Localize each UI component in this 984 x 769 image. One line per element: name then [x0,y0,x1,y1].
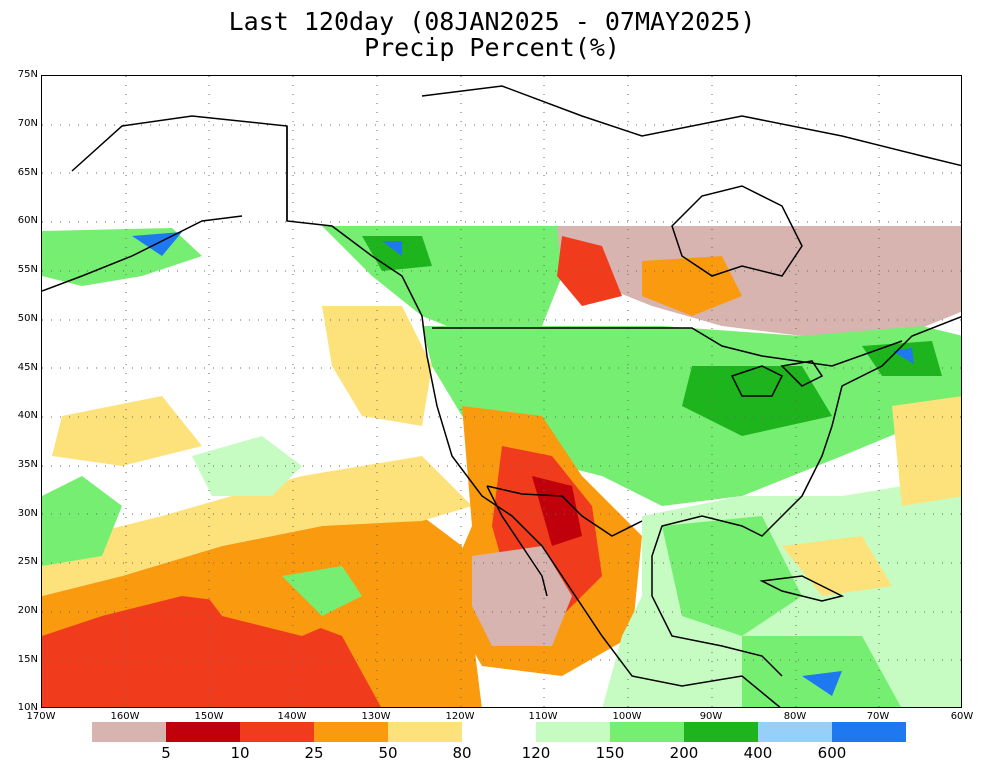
legend-swatch [758,722,832,742]
lon-label: 160W [110,711,140,722]
lat-label: 75N [17,69,38,80]
legend-swatch [610,722,684,742]
legend-swatch [536,722,610,742]
lat-label: 65N [17,167,38,178]
lat-label: 20N [17,605,38,616]
graticule [42,76,961,707]
lat-label: 10N [17,702,38,713]
legend-label: 400 [743,744,773,762]
legend-swatch [462,722,536,742]
lat-label: 50N [17,313,38,324]
lon-label: 130W [361,711,391,722]
legend-label: 10 [230,744,250,762]
map-subtitle: Precip Percent(%) [364,33,620,62]
legend-swatch [388,722,462,742]
precip-shading [42,226,961,707]
lon-label: 80W [783,711,807,722]
lat-label: 25N [17,556,38,567]
legend-label: 150 [595,744,625,762]
precip-map [41,75,962,708]
lat-label: 35N [17,459,38,470]
legend-swatch [684,722,758,742]
legend-label: 50 [378,744,398,762]
lon-label: 140W [277,711,307,722]
borders [286,126,903,537]
legend-label: 5 [161,744,171,762]
lon-label: 170W [26,711,56,722]
lon-label: 150W [194,711,224,722]
lon-label: 110W [528,711,558,722]
lat-label: 15N [17,654,38,665]
legend-label: 600 [817,744,847,762]
legend-swatch [240,722,314,742]
lat-label: 30N [17,508,38,519]
legend-swatch [314,722,388,742]
map-title: Last 120day (08JAN2025 - 07MAY2025) [228,7,756,36]
lat-label: 60N [17,215,38,226]
lat-label: 40N [17,410,38,421]
lon-label: 60W [950,711,974,722]
legend-label: 200 [669,744,699,762]
lon-label: 90W [699,711,723,722]
legend-label: 120 [521,744,551,762]
map-canvas [42,76,961,707]
legend-label: 80 [452,744,472,762]
legend-swatch [166,722,240,742]
lat-label: 70N [17,118,38,129]
legend-label: 25 [304,744,324,762]
lat-label: 45N [17,362,38,373]
lon-label: 70W [866,711,890,722]
legend-swatch [92,722,166,742]
legend-swatch [832,722,906,742]
lon-label: 120W [445,711,475,722]
lat-label: 55N [17,264,38,275]
lon-label: 100W [612,711,642,722]
